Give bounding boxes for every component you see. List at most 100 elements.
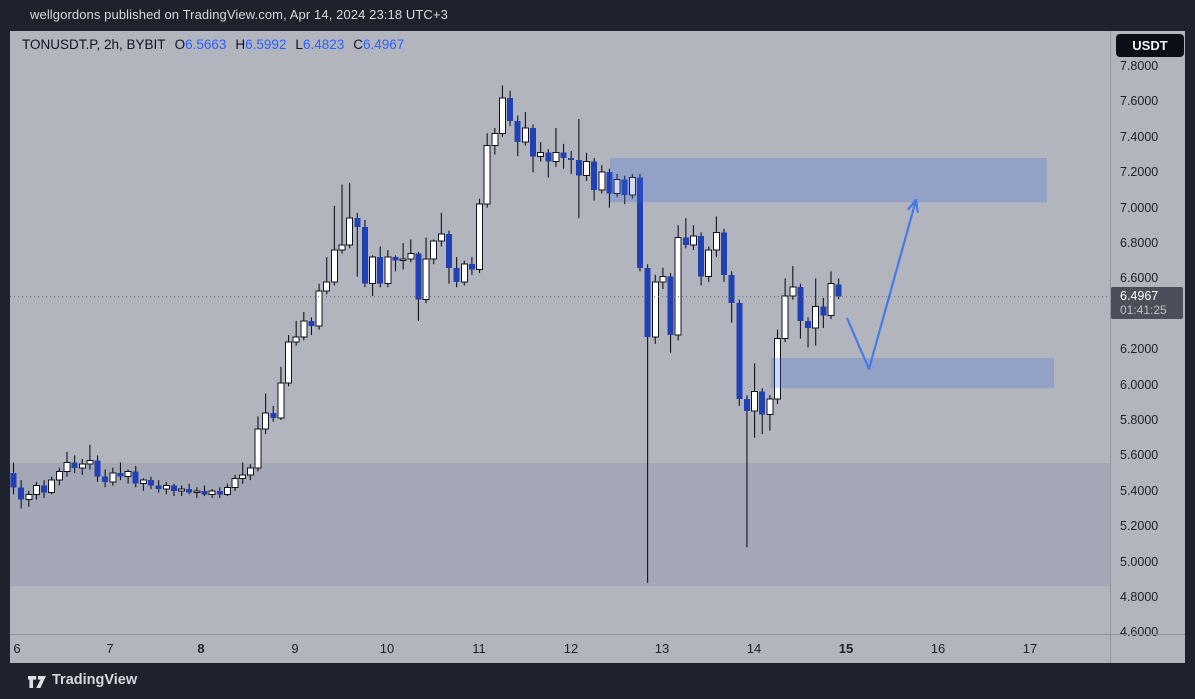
price-tick-label: 6.6000 — [1120, 271, 1159, 286]
symbol-header: TONUSDT.P, 2h, BYBIT O6.5663 H6.5992 L6.482… — [22, 37, 404, 52]
candle-up — [292, 336, 300, 343]
candle-up — [712, 231, 720, 251]
candle-up — [78, 463, 86, 469]
candle-up — [483, 145, 491, 205]
price-tick-label: 4.8000 — [1120, 589, 1159, 604]
time-axis[interactable]: 6 7 8 9 10 11 12 13 14 15 16 17 — [10, 635, 1185, 663]
time-tick-label: 6 — [13, 641, 21, 656]
candle-up — [262, 412, 270, 430]
candle-down — [445, 234, 452, 268]
candle-up — [399, 258, 407, 262]
candle-up — [789, 286, 797, 297]
candle-up — [766, 398, 774, 416]
candle-up — [231, 477, 239, 488]
candle-down — [392, 257, 399, 261]
price-tick-label: 5.6000 — [1120, 448, 1159, 463]
supply-zone — [610, 158, 1047, 203]
candle-up — [285, 341, 293, 384]
candle-up — [598, 171, 606, 191]
candle-down — [575, 159, 582, 176]
attribution-bar: wellgordons published on TradingView.com… — [0, 0, 1195, 31]
candle-up — [674, 237, 682, 336]
time-tick-label: 17 — [1022, 641, 1038, 656]
candle-up — [277, 382, 285, 419]
candle-up — [384, 256, 392, 285]
candle-up — [124, 470, 132, 478]
candle-down — [216, 490, 223, 495]
time-tick-label: 8 — [197, 641, 205, 656]
candle-up — [109, 472, 117, 483]
candle-down — [270, 412, 277, 419]
candle-down — [721, 232, 728, 275]
candle-down — [94, 460, 101, 477]
candle-down — [698, 235, 705, 277]
candle-down — [354, 218, 361, 228]
candle-up — [315, 290, 323, 327]
candle-up — [812, 306, 820, 329]
candle-up — [781, 295, 789, 340]
candle-up — [521, 127, 529, 143]
candle-down — [728, 274, 735, 304]
candle-up — [55, 470, 63, 481]
symbol-title: TONUSDT.P, 2h, BYBIT — [22, 37, 166, 52]
price-tick-label: 7.0000 — [1120, 200, 1159, 215]
candle-up — [659, 276, 667, 283]
price-axis-separator — [1110, 31, 1111, 663]
candle-up — [246, 467, 254, 476]
candle-up — [476, 203, 484, 271]
price-tick-label: 7.2000 — [1120, 165, 1159, 180]
candle-down — [308, 320, 315, 327]
candle-down — [560, 152, 567, 159]
candle-down — [514, 120, 521, 143]
candle-up — [369, 256, 377, 285]
tradingview-logo-icon[interactable] — [27, 671, 47, 691]
candle-up — [48, 479, 56, 494]
candle-up — [25, 493, 33, 501]
time-tick-label: 14 — [746, 641, 762, 656]
ohlc-item: L6.4823 — [295, 37, 345, 52]
candle-up — [460, 263, 468, 283]
candle-up — [139, 479, 147, 485]
projection-arrow — [845, 199, 918, 371]
candle-down — [453, 267, 460, 282]
projection-arrowhead — [914, 198, 919, 213]
candle-up — [437, 233, 445, 242]
ohlc-item: O6.5663 — [174, 37, 227, 52]
price-tick-label: 5.2000 — [1120, 519, 1159, 534]
candle-down — [10, 473, 17, 488]
candle-down — [759, 391, 766, 415]
candle-up — [689, 235, 697, 246]
candle-down — [155, 485, 162, 490]
candle-down — [591, 161, 598, 190]
candle-up — [583, 161, 590, 177]
candle-down — [636, 177, 643, 268]
candle-up — [537, 152, 545, 157]
candle-up — [751, 391, 759, 412]
chart-plot-area[interactable] — [10, 31, 1110, 634]
candle-up — [208, 490, 216, 495]
time-tick-label: 13 — [654, 641, 670, 656]
candle-down — [361, 227, 368, 284]
ohlc-readout: O6.5663 H6.5992 L6.4823 C6.4967 — [166, 37, 405, 52]
price-tick-label: 6.8000 — [1120, 235, 1159, 250]
projection-arrowhead — [907, 198, 918, 211]
candle-up — [300, 320, 308, 338]
candle-down — [644, 267, 651, 337]
price-axis[interactable]: USDT 7.8000 7.6000 7.4000 7.2000 7.0000 6.800… — [1110, 31, 1185, 639]
tradingview-brand-text: TradingView — [52, 672, 138, 688]
candle-down — [568, 158, 575, 160]
candle-up — [491, 132, 499, 147]
candle-down — [170, 485, 177, 491]
candle-up — [323, 281, 331, 292]
candle-down — [736, 303, 743, 399]
price-tick-label: 7.8000 — [1120, 58, 1159, 73]
candle-down — [621, 179, 628, 196]
time-tick-label: 11 — [472, 641, 486, 656]
price-tick-label: 5.8000 — [1120, 412, 1159, 427]
price-tick-label: 7.6000 — [1120, 94, 1159, 109]
candle-up — [32, 484, 40, 495]
price-tick-label: 6.2000 — [1120, 342, 1159, 357]
candle-countdown: 01:41:25 — [1120, 302, 1167, 317]
candle-up — [254, 428, 262, 469]
lower-gray-zone — [10, 463, 1110, 587]
